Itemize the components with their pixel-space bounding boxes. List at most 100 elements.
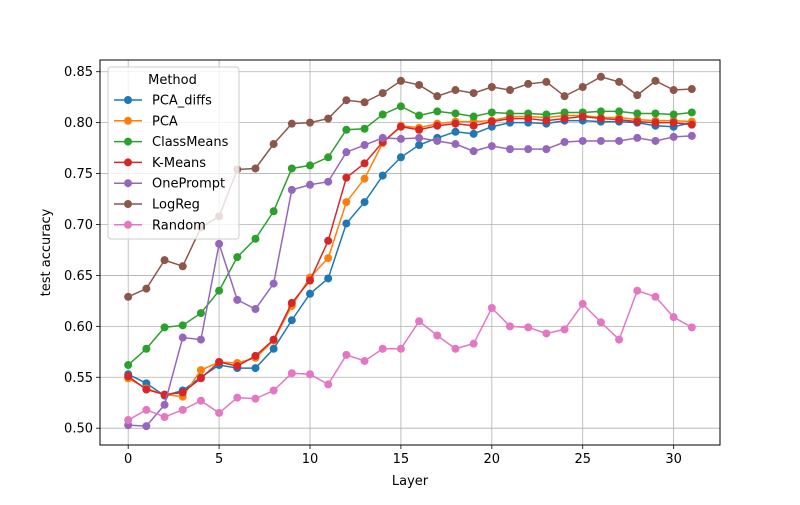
data-point-random	[342, 350, 351, 359]
data-point-random	[415, 317, 424, 326]
y-tick-label: 0.85	[64, 65, 93, 80]
data-point-oneprompt	[560, 137, 569, 146]
data-point-random	[178, 405, 187, 414]
data-point-k-means	[487, 117, 496, 126]
data-point-logreg	[651, 76, 660, 85]
data-point-classmeans	[596, 107, 605, 116]
data-point-logreg	[324, 114, 333, 123]
x-tick-label: 5	[215, 452, 223, 467]
data-point-random	[596, 318, 605, 327]
data-point-classmeans	[378, 110, 387, 119]
data-point-logreg	[524, 79, 533, 88]
data-point-oneprompt	[306, 180, 314, 189]
data-point-random	[233, 393, 242, 402]
x-tick-label: 15	[393, 452, 410, 467]
data-point-logreg	[451, 86, 460, 95]
data-point-logreg	[160, 256, 169, 265]
data-point-oneprompt	[687, 131, 696, 140]
legend-item-oneprompt: OnePrompt	[114, 177, 225, 192]
y-tick-label: 0.60	[64, 320, 93, 335]
y-axis-label: test accuracy	[39, 208, 54, 296]
data-point-pca	[360, 174, 369, 183]
data-point-random	[269, 386, 278, 395]
data-point-random	[360, 356, 369, 365]
y-tick-label: 0.50	[64, 422, 93, 437]
data-point-k-means	[233, 362, 242, 371]
series-oneprompt	[124, 131, 696, 431]
data-point-random	[215, 408, 224, 417]
data-point-random	[669, 313, 678, 322]
data-point-k-means	[433, 121, 442, 130]
data-point-oneprompt	[615, 136, 624, 145]
data-point-logreg	[560, 92, 569, 101]
data-point-logreg	[396, 76, 405, 85]
data-point-oneprompt	[324, 177, 333, 186]
data-point-k-means	[287, 298, 296, 307]
data-point-pca-diffs	[378, 171, 387, 180]
data-point-classmeans	[342, 125, 351, 134]
data-point-random	[196, 396, 205, 405]
data-point-classmeans	[306, 161, 314, 170]
data-point-pca-diffs	[451, 127, 460, 136]
legend-label-logreg: LogReg	[152, 198, 200, 213]
data-point-logreg	[506, 86, 514, 95]
data-point-oneprompt	[360, 141, 369, 150]
data-point-random	[687, 323, 696, 332]
data-point-random	[306, 370, 314, 379]
data-point-k-means	[124, 372, 133, 381]
legend-marker-logreg	[124, 200, 132, 208]
data-point-logreg	[269, 140, 278, 149]
legend-title: Method	[148, 73, 197, 88]
data-point-k-means	[506, 114, 514, 123]
x-axis-label: Layer	[392, 474, 429, 489]
data-point-k-means	[415, 125, 424, 134]
data-point-k-means	[324, 236, 333, 245]
data-point-classmeans	[651, 109, 660, 118]
legend-item-random: Random	[114, 218, 206, 233]
series-random	[124, 286, 696, 425]
data-point-logreg	[360, 98, 369, 107]
series-k-means	[124, 112, 696, 399]
data-point-logreg	[415, 80, 424, 89]
legend-marker-oneprompt	[124, 179, 132, 188]
data-point-random	[324, 380, 333, 389]
data-point-logreg	[615, 77, 624, 86]
data-point-logreg	[287, 119, 296, 128]
data-point-logreg	[542, 77, 551, 86]
data-point-random	[633, 286, 642, 295]
data-point-random	[469, 339, 478, 348]
x-tick-label: 20	[484, 452, 501, 467]
data-point-k-means	[178, 388, 187, 397]
data-point-classmeans	[542, 110, 551, 119]
data-point-oneprompt	[142, 422, 151, 431]
data-point-classmeans	[396, 102, 405, 111]
data-point-oneprompt	[596, 136, 605, 145]
y-tick-label: 0.65	[64, 269, 93, 284]
data-point-logreg	[124, 292, 133, 301]
data-point-k-means	[360, 159, 369, 168]
data-point-pca-diffs	[287, 316, 296, 325]
data-point-k-means	[142, 385, 151, 394]
data-point-oneprompt	[524, 145, 533, 154]
data-point-classmeans	[124, 361, 133, 370]
data-point-logreg	[487, 82, 496, 91]
legend-marker-classmeans	[124, 137, 132, 146]
series-line-random	[127, 289, 693, 421]
data-point-classmeans	[615, 107, 624, 116]
data-point-logreg	[342, 96, 351, 105]
data-point-classmeans	[178, 321, 187, 330]
legend-items: PCA_diffs PCA ClassMeans K-Means OnePrompt Lo…	[114, 94, 229, 233]
data-point-oneprompt	[378, 133, 387, 142]
legend-item-pca: PCA	[114, 114, 178, 129]
data-point-oneprompt	[578, 136, 587, 145]
data-point-classmeans	[215, 286, 224, 295]
legend-item-logreg: LogReg	[114, 198, 200, 213]
data-point-classmeans	[360, 124, 369, 133]
data-point-logreg	[578, 82, 587, 91]
legend-label-random: Random	[152, 218, 206, 233]
data-point-random	[433, 331, 442, 340]
legend-label-pca-diffs: PCA_diffs	[152, 94, 212, 109]
data-point-pca-diffs	[469, 129, 478, 138]
